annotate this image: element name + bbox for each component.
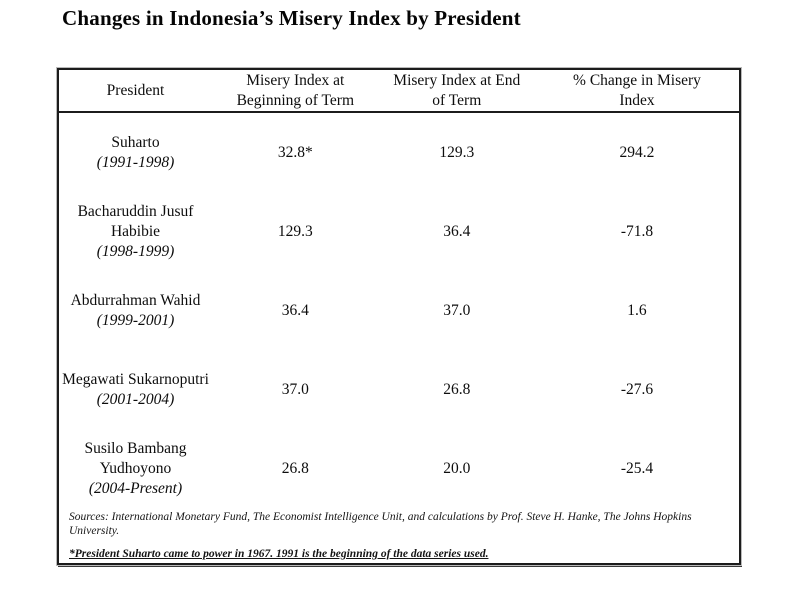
table-row: Abdurrahman Wahid (1999-2001) 36.4 37.0 … xyxy=(59,271,739,350)
president-cell: Suharto (1991-1998) xyxy=(59,133,212,173)
misery-end-value: 36.4 xyxy=(443,222,471,240)
col-header-change: % Change in Misery Index xyxy=(535,71,739,111)
col-header-end-line1: Misery Index at End xyxy=(393,71,521,89)
misery-change-value: -25.4 xyxy=(620,459,654,477)
president-term-years: (1998-1999) xyxy=(96,242,175,260)
president-name: Megawati Sukarnoputri xyxy=(62,370,209,388)
misery-change-value: -71.8 xyxy=(620,222,654,240)
sources-note: Sources: International Monetary Fund, Th… xyxy=(69,511,692,537)
misery-begin-value: 129.3 xyxy=(277,222,313,240)
misery-end-value: 129.3 xyxy=(439,143,475,161)
misery-change-value: 1.6 xyxy=(627,301,647,319)
table-row: Suharto (1991-1998) 32.8* 129.3 294.2 xyxy=(59,113,739,192)
col-header-begin: Misery Index at Beginning of Term xyxy=(212,71,379,111)
president-name: Abdurrahman Wahid xyxy=(70,291,201,309)
misery-begin-value: 26.8 xyxy=(281,459,309,477)
col-header-change-line2: Index xyxy=(619,91,655,109)
col-header-begin-line2: Beginning of Term xyxy=(236,91,355,109)
misery-end-value: 26.8 xyxy=(443,380,471,398)
table-row: Megawati Sukarnoputri (2001-2004) 37.0 2… xyxy=(59,350,739,429)
misery-change-value: 294.2 xyxy=(619,143,655,161)
misery-begin-value: 32.8* xyxy=(277,143,313,161)
president-term-years: (2001-2004) xyxy=(96,390,175,408)
president-name: Bacharuddin Jusuf Habibie xyxy=(77,202,194,240)
col-header-end-line2: of Term xyxy=(432,91,482,109)
president-name: Suharto xyxy=(111,133,160,151)
president-cell: Bacharuddin Jusuf Habibie (1998-1999) xyxy=(59,202,212,262)
table-body: Suharto (1991-1998) 32.8* 129.3 294.2 Ba… xyxy=(59,113,739,508)
misery-index-table: President Misery Index at Beginning of T… xyxy=(56,67,742,566)
misery-begin-value: 36.4 xyxy=(281,301,309,319)
suharto-footnote: *President Suharto came to power in 1967… xyxy=(69,548,489,560)
col-header-president-line1: President xyxy=(106,81,165,99)
misery-change-value: -27.6 xyxy=(620,380,654,398)
president-term-years: (1991-1998) xyxy=(96,153,175,171)
page-title: Changes in Indonesia’s Misery Index by P… xyxy=(62,6,521,30)
col-header-end: Misery Index at End of Term xyxy=(379,71,535,111)
president-cell: Susilo Bambang Yudhoyono (2004-Present) xyxy=(59,439,212,499)
president-cell: Abdurrahman Wahid (1999-2001) xyxy=(59,291,212,331)
table-header-row: President Misery Index at Beginning of T… xyxy=(59,70,739,113)
misery-end-value: 37.0 xyxy=(443,301,471,319)
table-row: Bacharuddin Jusuf Habibie (1998-1999) 12… xyxy=(59,192,739,271)
misery-end-value: 20.0 xyxy=(443,459,471,477)
misery-begin-value: 37.0 xyxy=(281,380,309,398)
president-term-years: (2004-Present) xyxy=(88,479,183,497)
col-header-begin-line1: Misery Index at xyxy=(246,71,345,89)
president-cell: Megawati Sukarnoputri (2001-2004) xyxy=(59,370,212,410)
president-name: Susilo Bambang Yudhoyono xyxy=(84,439,187,477)
table-row: Susilo Bambang Yudhoyono (2004-Present) … xyxy=(59,429,739,508)
president-term-years: (1999-2001) xyxy=(96,311,175,329)
col-header-president: President xyxy=(59,81,212,101)
col-header-change-line1: % Change in Misery xyxy=(573,71,701,89)
